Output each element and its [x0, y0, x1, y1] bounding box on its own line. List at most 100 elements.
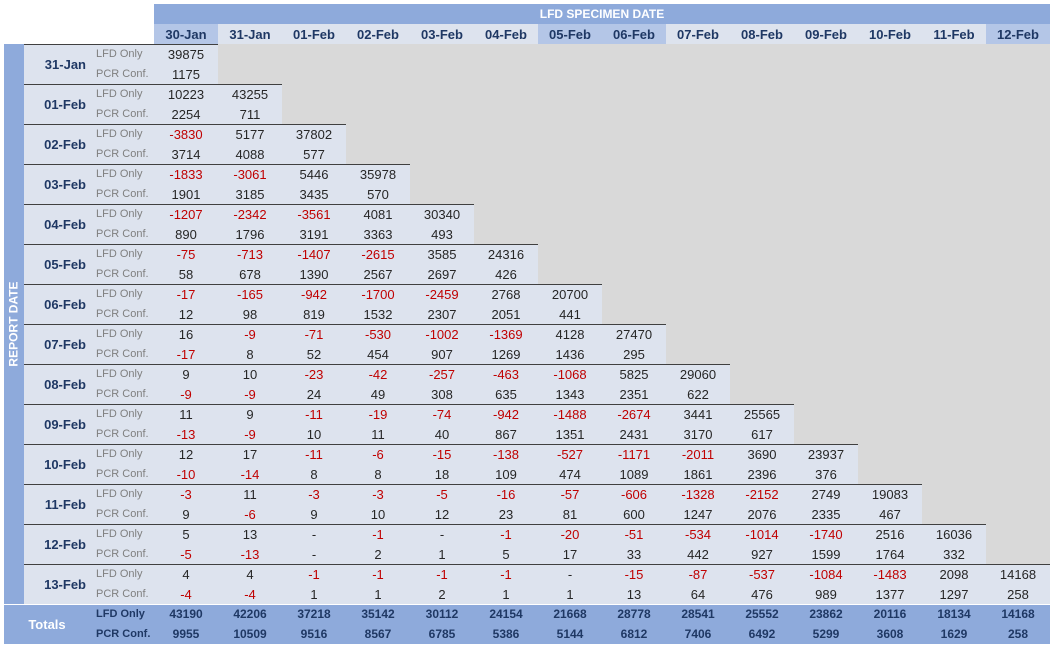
table-cell-lfd: 3441	[666, 404, 730, 424]
table-cell-lfd: -11	[282, 404, 346, 424]
column-header: 31-Jan	[218, 24, 282, 44]
table-cell-pcr: 64	[666, 584, 730, 604]
table-cell-pcr: 989	[794, 584, 858, 604]
row-separator	[24, 244, 538, 245]
empty-cell	[986, 244, 1050, 284]
table-cell-pcr: 454	[346, 344, 410, 364]
table-cell-lfd: -1	[474, 524, 538, 544]
table-cell-pcr: -13	[154, 424, 218, 444]
table-cell-lfd: -1369	[474, 324, 538, 344]
empty-cell	[666, 284, 730, 324]
empty-cell	[602, 164, 666, 204]
table-cell-lfd: -942	[282, 284, 346, 304]
empty-cell	[602, 84, 666, 124]
table-cell-lfd: -1068	[538, 364, 602, 384]
row-type-pcr: PCR Conf.	[90, 464, 154, 484]
empty-cell	[730, 84, 794, 124]
table-cell-pcr: 332	[922, 544, 986, 564]
empty-cell	[730, 324, 794, 364]
empty-cell	[602, 124, 666, 164]
report-date-label: 13-Feb	[24, 564, 90, 604]
table-cell-pcr: 678	[218, 264, 282, 284]
row-separator	[24, 324, 666, 325]
empty-cell	[474, 124, 538, 164]
column-header: 04-Feb	[474, 24, 538, 44]
table-cell-lfd: 39875	[154, 44, 218, 64]
table-cell-pcr: -17	[154, 344, 218, 364]
specimen-date-header: LFD SPECIMEN DATE	[154, 4, 1050, 24]
empty-cell	[858, 84, 922, 124]
report-date-label: 04-Feb	[24, 204, 90, 244]
empty-cell	[218, 44, 282, 84]
empty-cell	[922, 44, 986, 84]
table-cell-pcr: -9	[218, 424, 282, 444]
table-cell-pcr: -10	[154, 464, 218, 484]
table-cell-lfd: -2152	[730, 484, 794, 504]
empty-cell	[794, 404, 858, 444]
empty-cell	[666, 164, 730, 204]
row-separator	[24, 44, 218, 45]
table-cell-pcr: 2335	[794, 504, 858, 524]
empty-cell	[986, 404, 1050, 444]
empty-cell	[666, 204, 730, 244]
table-cell-pcr: 493	[410, 224, 474, 244]
table-cell-lfd: 30340	[410, 204, 474, 224]
empty-cell	[986, 324, 1050, 364]
column-header: 30-Jan	[154, 24, 218, 44]
table-cell-pcr: 1	[538, 584, 602, 604]
table-cell-pcr: 1532	[346, 304, 410, 324]
column-header: 10-Feb	[858, 24, 922, 44]
totals-cell-pcr: 6785	[410, 624, 474, 644]
empty-cell	[730, 244, 794, 284]
row-separator	[24, 524, 986, 525]
row-type-pcr: PCR Conf.	[90, 184, 154, 204]
table-cell-lfd: -1171	[602, 444, 666, 464]
totals-cell-pcr: 258	[986, 624, 1050, 644]
column-header: 05-Feb	[538, 24, 602, 44]
report-date-side-text: REPORT DATE	[7, 281, 21, 367]
column-header: 06-Feb	[602, 24, 666, 44]
table-cell-lfd: 5825	[602, 364, 666, 384]
table-cell-pcr: 9	[154, 504, 218, 524]
table-cell-lfd: -15	[410, 444, 474, 464]
empty-cell	[858, 164, 922, 204]
table-cell-pcr: 8	[218, 344, 282, 364]
table-cell-pcr: 5	[474, 544, 538, 564]
column-header: 09-Feb	[794, 24, 858, 44]
empty-cell	[986, 364, 1050, 404]
totals-cell-lfd: 25552	[730, 604, 794, 624]
table-cell-lfd: 27470	[602, 324, 666, 344]
empty-cell	[922, 364, 986, 404]
totals-cell-lfd: 14168	[986, 604, 1050, 624]
totals-cell-lfd: 21668	[538, 604, 602, 624]
table-cell-pcr: 617	[730, 424, 794, 444]
row-separator	[24, 84, 282, 85]
table-cell-lfd: -	[538, 564, 602, 584]
column-header: 01-Feb	[282, 24, 346, 44]
table-cell-pcr: 2254	[154, 104, 218, 124]
table-cell-pcr: -	[282, 544, 346, 564]
table-cell-pcr: 3363	[346, 224, 410, 244]
table-cell-lfd: -9	[218, 324, 282, 344]
table-cell-pcr: 58	[154, 264, 218, 284]
table-cell-pcr: 1861	[666, 464, 730, 484]
empty-cell	[346, 124, 410, 164]
table-cell-pcr: 8	[282, 464, 346, 484]
table-cell-pcr: 907	[410, 344, 474, 364]
empty-cell	[986, 284, 1050, 324]
totals-cell-pcr: 1629	[922, 624, 986, 644]
empty-cell	[602, 204, 666, 244]
table-cell-lfd: -20	[538, 524, 602, 544]
table-cell-pcr: 295	[602, 344, 666, 364]
table-cell-lfd: -3830	[154, 124, 218, 144]
table-cell-lfd: -530	[346, 324, 410, 344]
empty-cell	[922, 204, 986, 244]
table-cell-pcr: 4088	[218, 144, 282, 164]
empty-cell	[538, 244, 602, 284]
table-cell-pcr: 474	[538, 464, 602, 484]
empty-cell	[282, 84, 346, 124]
table-cell-lfd: -138	[474, 444, 538, 464]
table-cell-pcr: 1377	[858, 584, 922, 604]
table-cell-lfd: 9	[218, 404, 282, 424]
